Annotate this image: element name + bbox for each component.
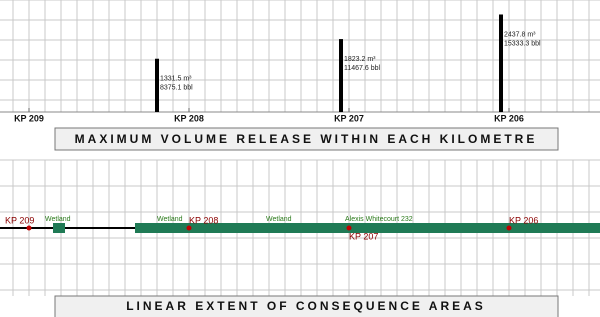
volume-bbl-label: 15333.3 bbl xyxy=(504,40,541,47)
top-title: MAXIMUM VOLUME RELEASE WITHIN EACH KILOM… xyxy=(75,132,538,146)
title-box xyxy=(54,295,559,317)
kp-label: KP 206 xyxy=(509,215,538,225)
release-bar xyxy=(155,58,159,112)
kp-label: KP 206 xyxy=(494,113,524,123)
kp-marker xyxy=(186,225,192,231)
volume-bbl-label: 11467.6 bbl xyxy=(344,65,381,72)
volume-bbl-label: 8375.1 bbl xyxy=(160,85,193,92)
kp-label: KP 207 xyxy=(334,113,364,123)
consequence-area xyxy=(53,223,65,233)
kp-label: KP 209 xyxy=(14,113,44,123)
title-box xyxy=(54,127,559,151)
kp-label: KP 208 xyxy=(189,215,218,225)
kp-marker xyxy=(26,225,32,231)
kp-label: KP 209 xyxy=(5,215,34,225)
area-label: Wetland xyxy=(266,216,292,223)
bottom-title: LINEAR EXTENT OF CONSEQUENCE AREAS xyxy=(126,299,486,313)
area-label: Wetland xyxy=(157,216,183,223)
release-bar xyxy=(499,14,503,113)
area-label: Alexis Whitecourt 232 xyxy=(345,216,413,223)
kp-marker xyxy=(506,225,512,231)
volume-m3-label: 2437.8 m³ xyxy=(504,31,536,38)
kp-label: KP 207 xyxy=(349,231,378,241)
area-label: Wetland xyxy=(45,216,71,223)
volume-m3-label: 1823.2 m³ xyxy=(344,56,376,63)
release-bar xyxy=(339,39,343,112)
consequence-area xyxy=(135,223,600,233)
kp-label: KP 208 xyxy=(174,113,204,123)
volume-m3-label: 1331.5 m³ xyxy=(160,76,192,83)
kp-marker xyxy=(346,225,352,231)
